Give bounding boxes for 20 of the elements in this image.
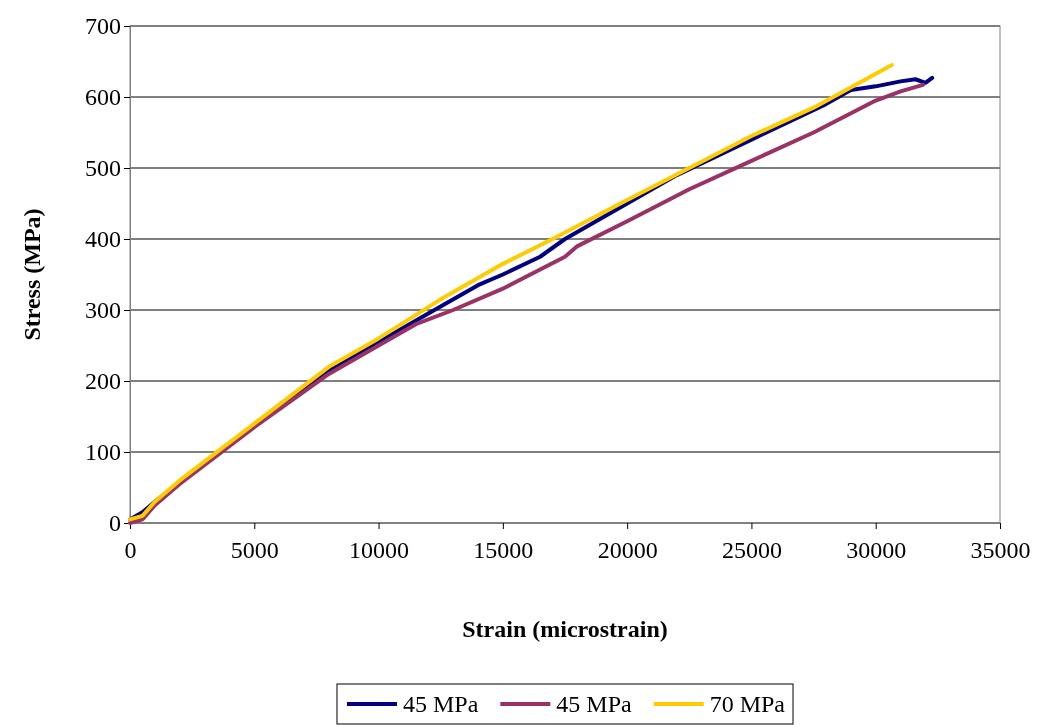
legend-label: 45 MPa bbox=[402, 691, 479, 717]
legend-label: 70 MPa bbox=[709, 691, 786, 717]
x-tick-label: 15000 bbox=[473, 537, 534, 564]
x-tick-label: 25000 bbox=[721, 537, 782, 564]
y-tick-label: 400 bbox=[85, 226, 121, 253]
x-tick-label: 30000 bbox=[846, 537, 907, 564]
x-tick-label: 20000 bbox=[597, 537, 658, 564]
y-axis-title: Stress (MPa) bbox=[19, 208, 45, 341]
x-tick-label: 35000 bbox=[970, 537, 1031, 564]
y-tick-label: 100 bbox=[85, 439, 121, 466]
x-tick-label: 10000 bbox=[349, 537, 410, 564]
y-tick-label: 500 bbox=[85, 155, 121, 182]
y-tick-label: 300 bbox=[85, 297, 121, 324]
y-tick-label: 600 bbox=[85, 84, 121, 111]
legend-label: 45 MPa bbox=[556, 691, 633, 717]
x-axis-title: Strain (microstrain) bbox=[462, 616, 668, 642]
y-tick-label: 200 bbox=[85, 368, 121, 395]
x-tick-label: 5000 bbox=[230, 537, 279, 564]
y-tick-label: 700 bbox=[85, 13, 121, 40]
y-tick-label: 0 bbox=[109, 510, 121, 537]
